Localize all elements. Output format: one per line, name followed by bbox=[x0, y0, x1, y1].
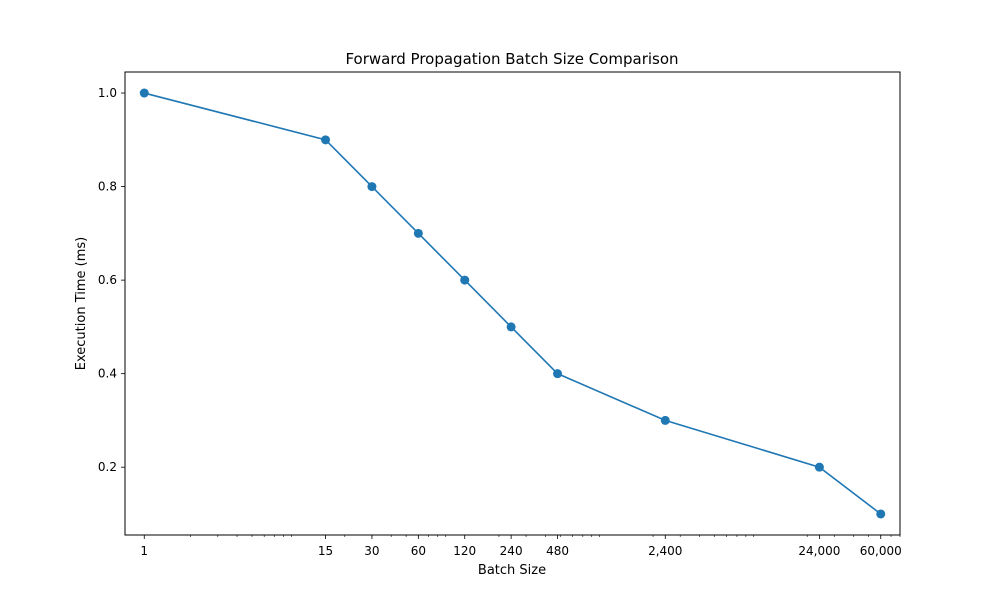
x-tick-label: 30 bbox=[364, 544, 379, 558]
y-tick-label: 0.8 bbox=[98, 180, 117, 194]
x-tick-label: 240 bbox=[500, 544, 523, 558]
data-point bbox=[876, 509, 886, 519]
x-tick-label: 15 bbox=[318, 544, 333, 558]
x-tick-label: 60 bbox=[411, 544, 426, 558]
y-tick-label: 0.2 bbox=[98, 460, 117, 474]
data-point bbox=[660, 415, 670, 425]
y-tick-label: 0.4 bbox=[98, 367, 117, 381]
y-tick-label: 0.6 bbox=[98, 273, 117, 287]
x-tick-label: 120 bbox=[453, 544, 476, 558]
x-tick-label: 60,000 bbox=[860, 544, 902, 558]
x-tick-label: 2,400 bbox=[648, 544, 682, 558]
data-point bbox=[413, 228, 423, 238]
data-point bbox=[553, 369, 563, 379]
data-point bbox=[321, 135, 331, 145]
x-axis-label: Batch Size bbox=[478, 563, 546, 578]
chart-title: Forward Propagation Batch Size Compariso… bbox=[345, 50, 678, 68]
x-tick-label: 24,000 bbox=[798, 544, 840, 558]
x-tick-label: 480 bbox=[546, 544, 569, 558]
x-tick-label: 1 bbox=[140, 544, 148, 558]
data-point bbox=[814, 462, 824, 472]
y-axis-label: Execution Time (ms) bbox=[74, 237, 89, 370]
series-line bbox=[144, 92, 882, 515]
data-point bbox=[139, 88, 149, 98]
y-tick-label: 1.0 bbox=[98, 86, 117, 100]
data-point bbox=[460, 275, 470, 285]
plot-frame bbox=[124, 71, 901, 536]
data-point bbox=[367, 182, 377, 192]
data-point bbox=[506, 322, 516, 332]
